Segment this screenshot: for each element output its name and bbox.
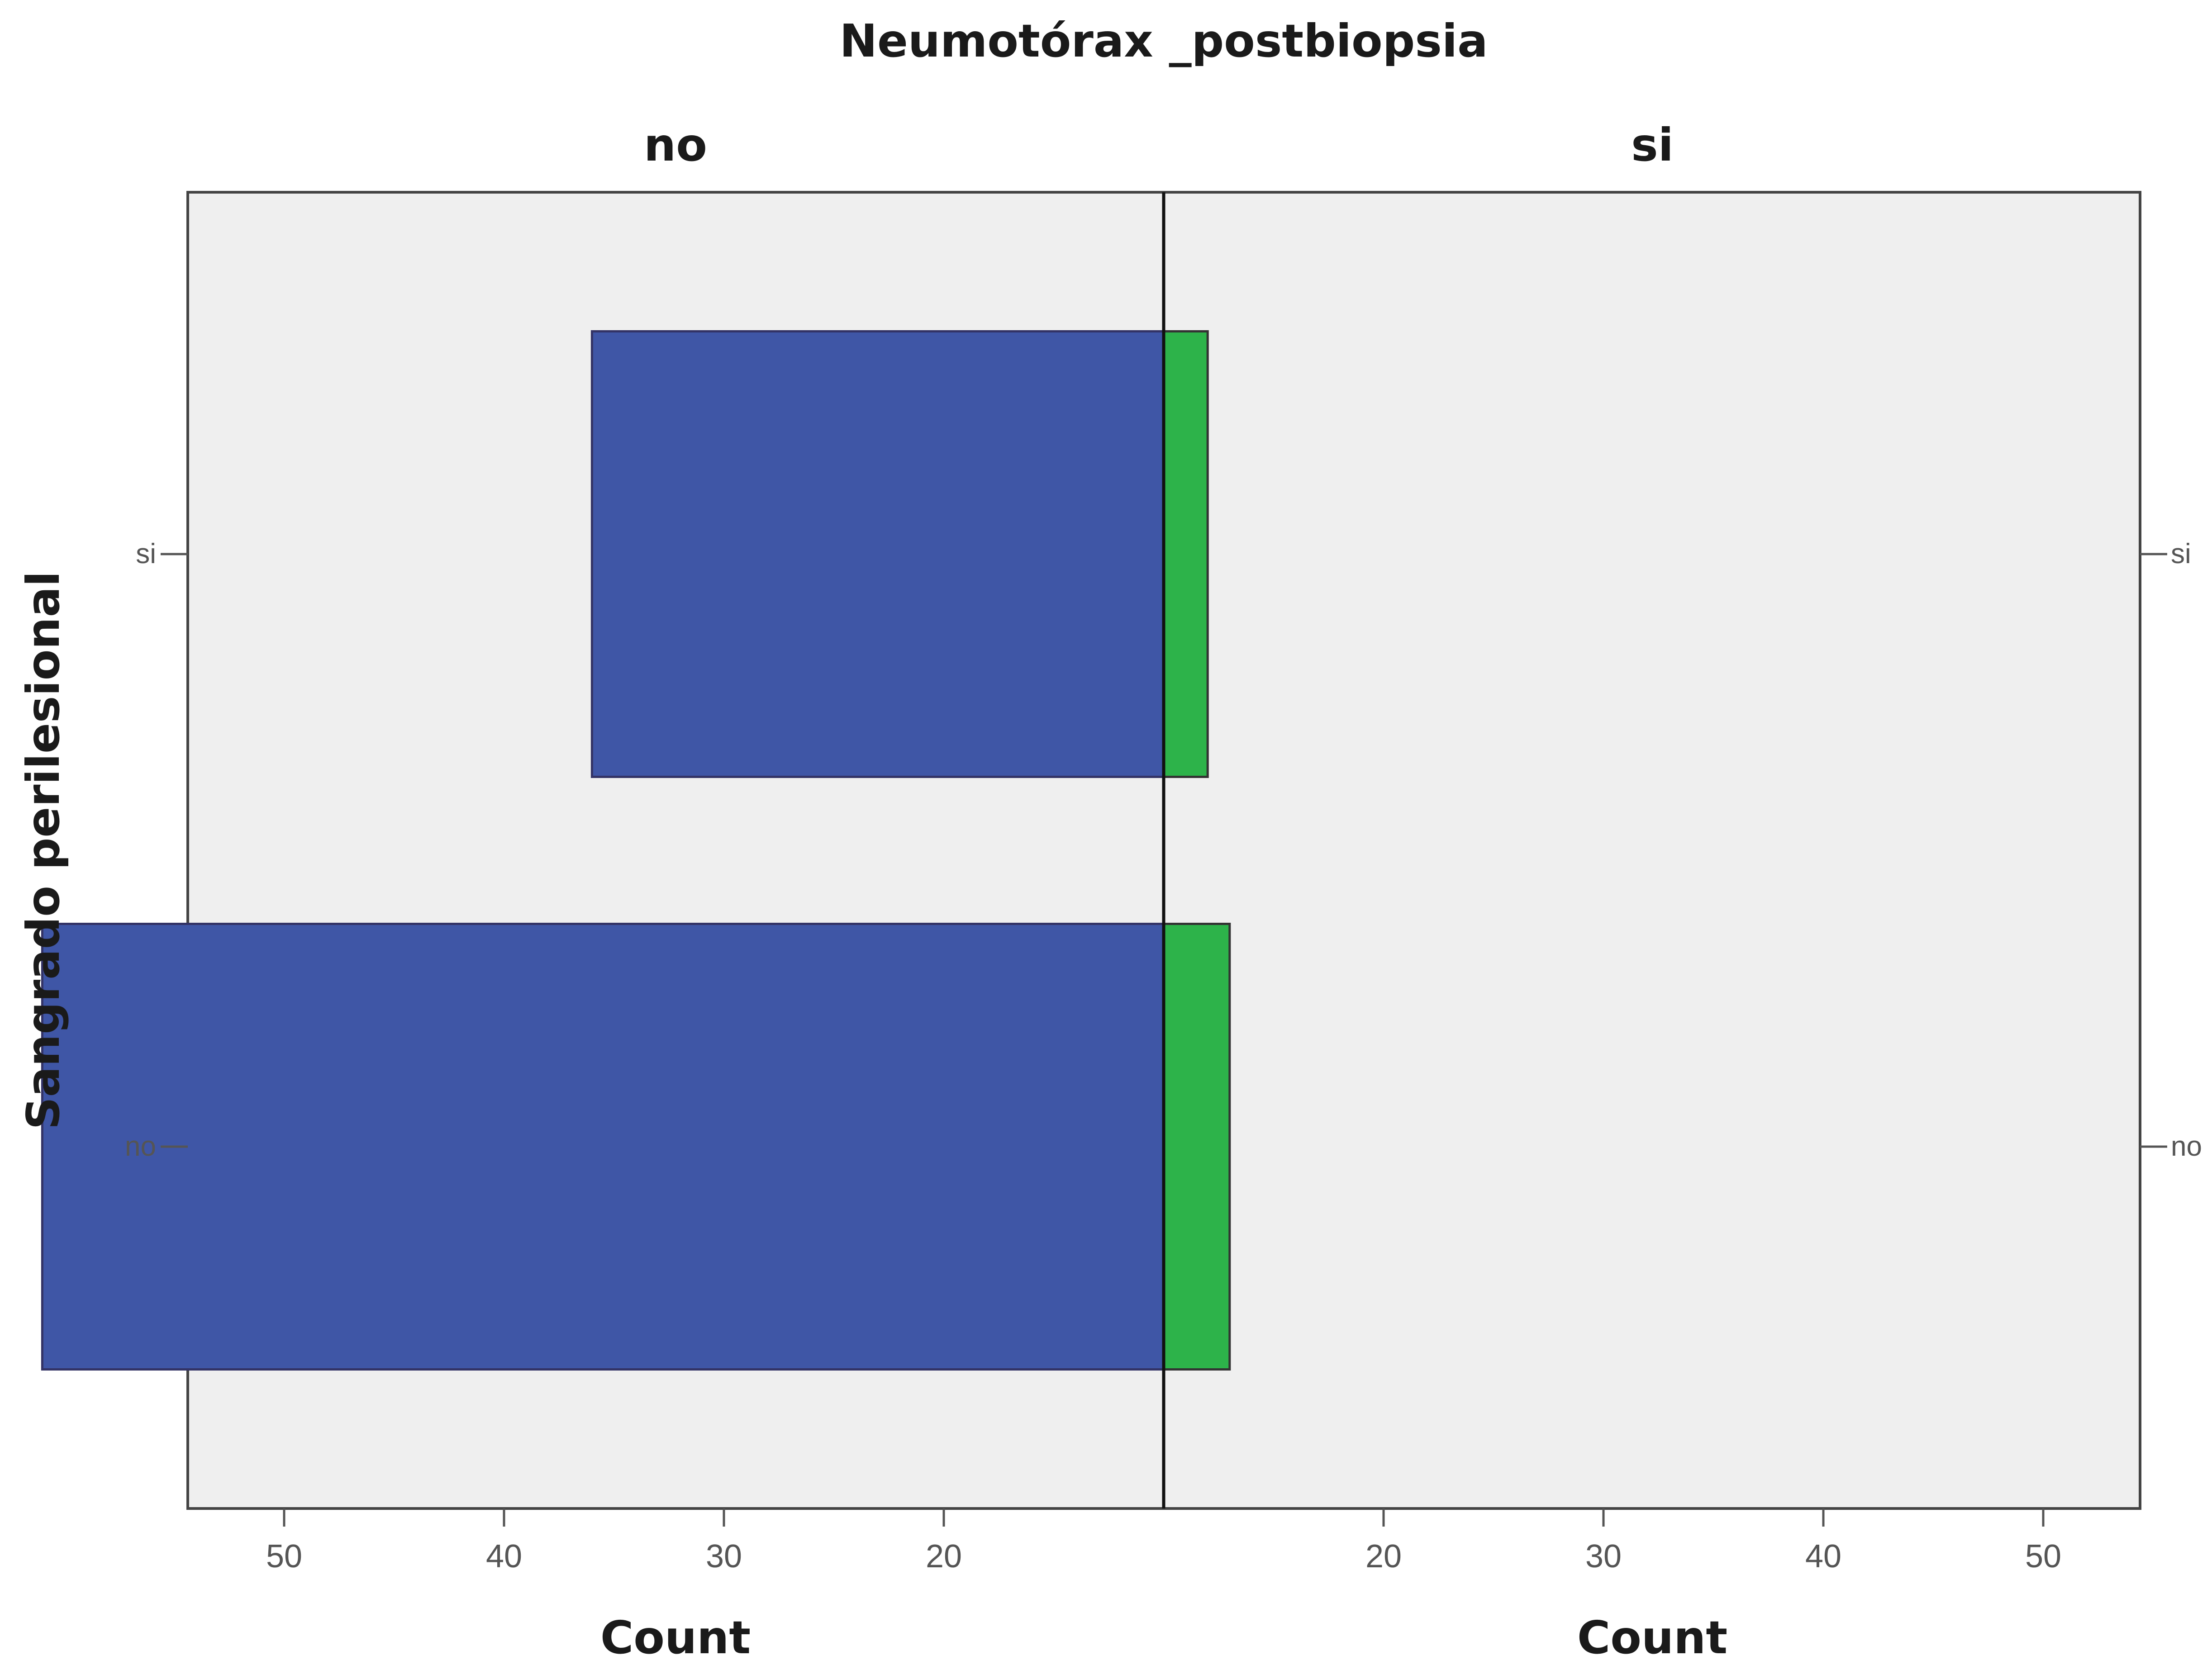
x-tick-label-left-20: 20 xyxy=(926,1538,962,1575)
x-axis-label-left: Count xyxy=(600,1611,751,1664)
x-tick-label-right-30: 30 xyxy=(1585,1538,1622,1575)
y-axis-label: Sangrado perilesional xyxy=(17,571,70,1130)
x-tick-label-right-20: 20 xyxy=(1365,1538,1402,1575)
x-axis-label-right: Count xyxy=(1577,1611,1727,1664)
x-tick-label-right-40: 40 xyxy=(1805,1538,1841,1575)
bar-si-si xyxy=(1162,330,1209,778)
y-tick-label-left-no: no xyxy=(125,1131,156,1162)
bar-no-no xyxy=(41,923,1165,1371)
x-tick-label-left-50: 50 xyxy=(266,1538,302,1575)
bar-no-si xyxy=(590,330,1165,778)
panel-label-no: no xyxy=(644,119,707,171)
chart-title: Neumotórax _postbiopsia xyxy=(839,14,1488,67)
y-tick-label-right-si: si xyxy=(2171,538,2191,569)
x-tick-label-left-30: 30 xyxy=(706,1538,742,1575)
panel-label-si: si xyxy=(1631,119,1674,171)
x-tick-label-left-40: 40 xyxy=(486,1538,522,1575)
bar-si-no xyxy=(1162,923,1231,1371)
y-tick-label-left-si: si xyxy=(136,538,156,569)
x-tick-label-right-50: 50 xyxy=(2025,1538,2061,1575)
y-tick-label-right-no: no xyxy=(2171,1131,2202,1162)
